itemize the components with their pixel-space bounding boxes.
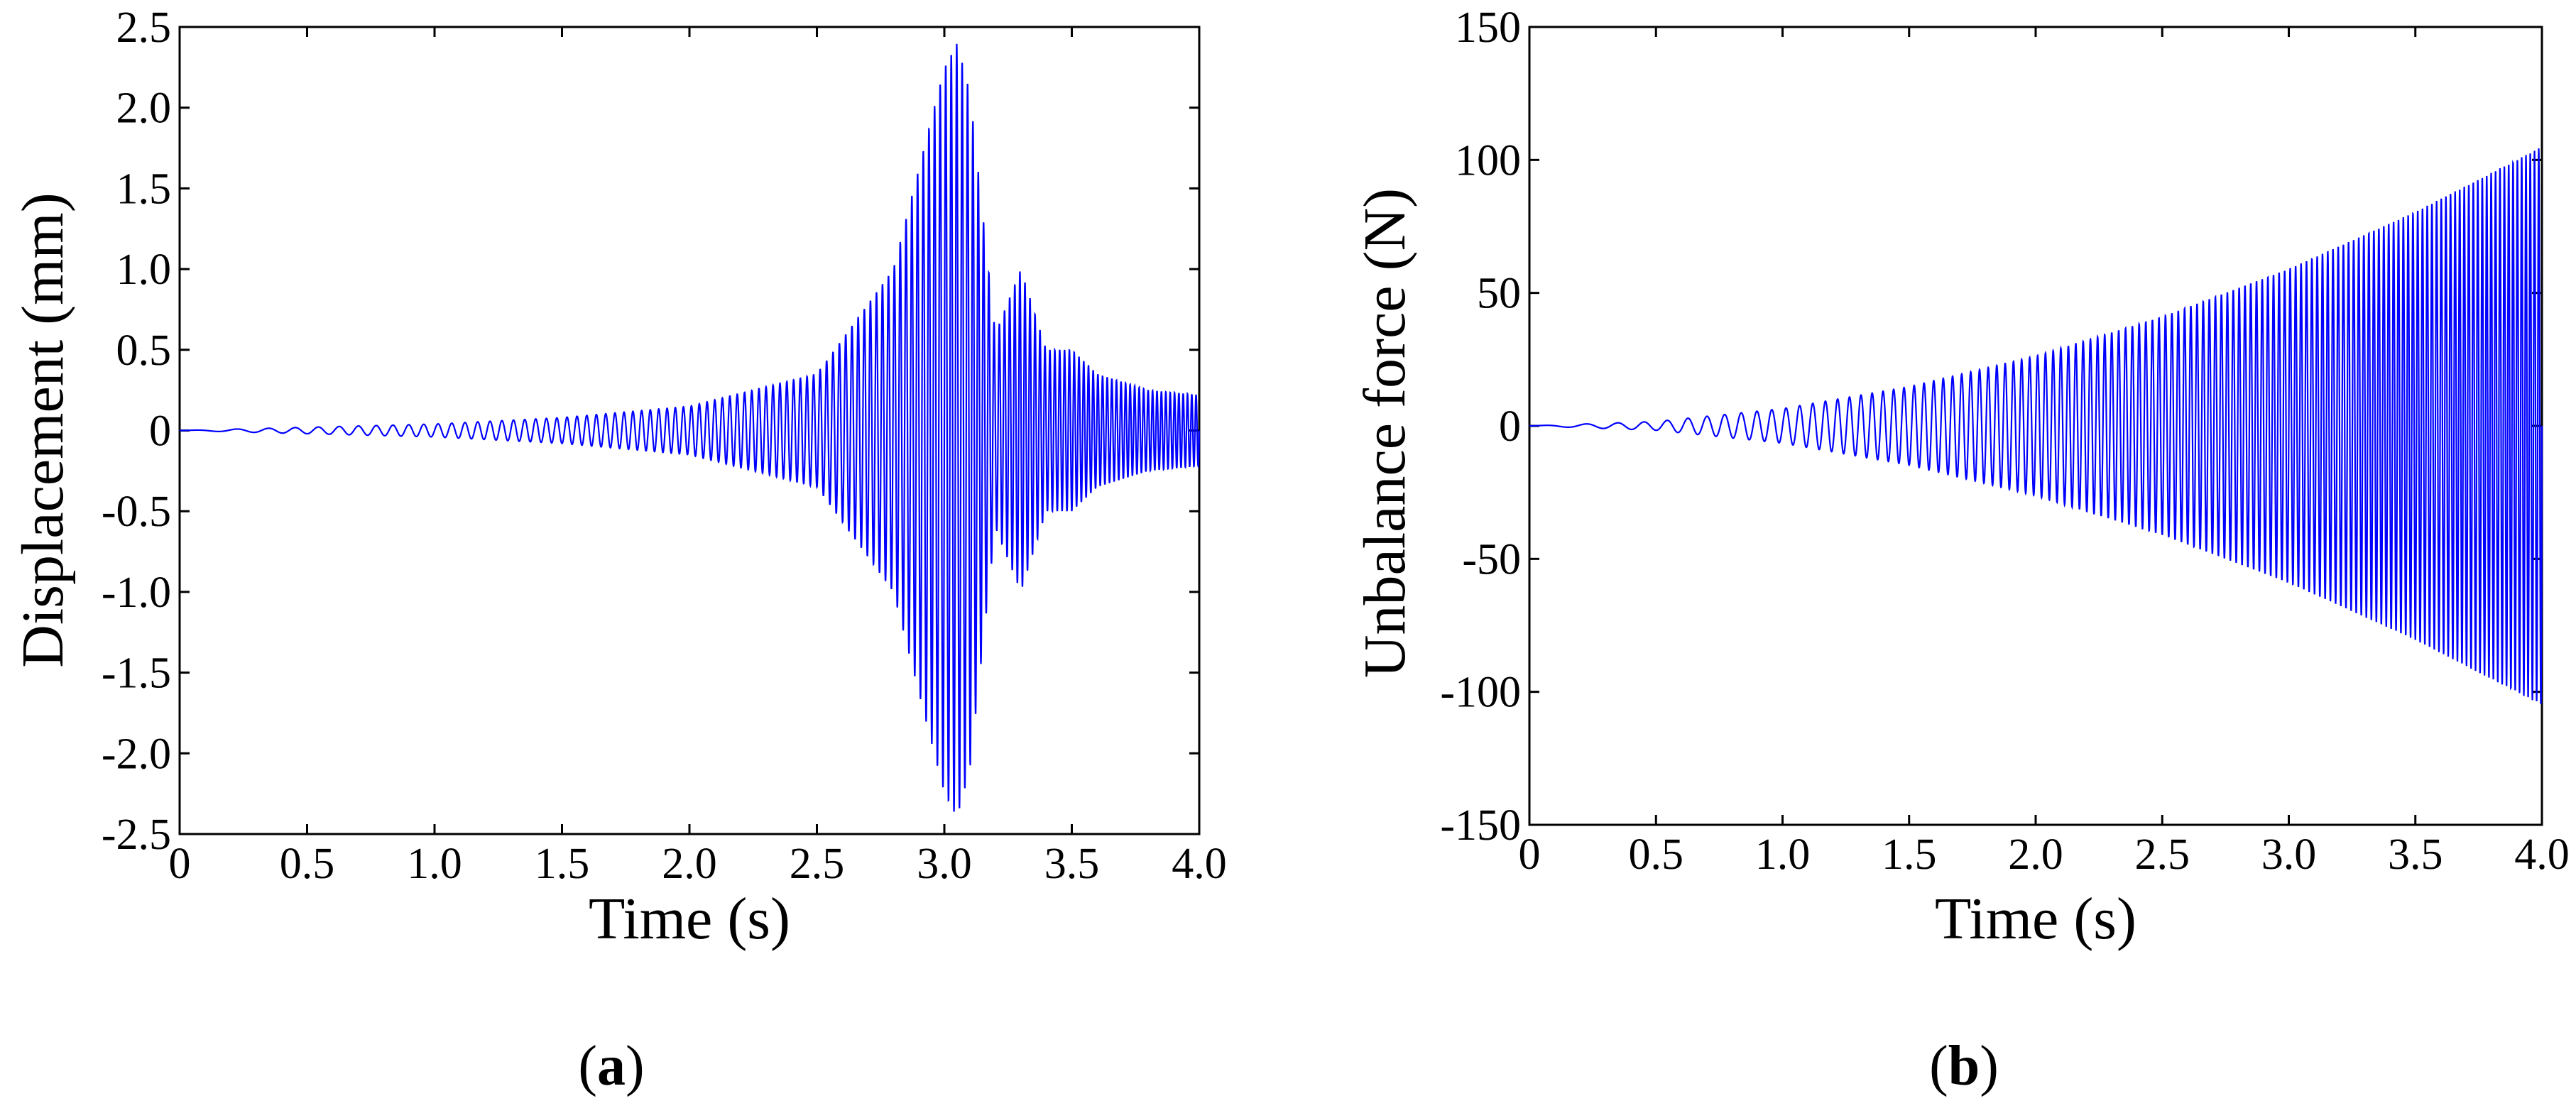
- x-tick-label-b: 3.0: [2261, 830, 2317, 879]
- x-tick-label-b: 3.5: [2388, 830, 2443, 879]
- x-tick-label-b: 1.0: [1755, 830, 1811, 879]
- y-tick-label-b: -100: [1440, 669, 1521, 717]
- x-tick-label-a: 4.0: [1172, 840, 1227, 888]
- y-axis-title-a: Displacement (mm): [10, 192, 76, 667]
- ticks-b: 0 0.5 1.0 1.5 2.0 2.5 3.0 3.5 4.0 150 100 50 0 -50 -10…: [1440, 4, 2569, 879]
- panel-letter-b: b: [1948, 1035, 1980, 1097]
- y-tick-label-a: -0.5: [102, 488, 171, 536]
- panel-letter-a: a: [597, 1035, 626, 1097]
- y-tick-label-b: 0: [1499, 402, 1521, 451]
- y-tick-label-a: 2.0: [116, 84, 172, 133]
- ticks-a: 0 0.5 1.0 1.5 2.0 2.5 3.0 3.5 4.0 2.5 2.0 1.5 1.0 0.5…: [102, 4, 1227, 888]
- y-tick-label-a: 2.5: [116, 4, 172, 52]
- displacement-signal: [180, 43, 1201, 812]
- x-tick-label-a: 2.0: [662, 840, 717, 888]
- x-tick-label-a: 3.5: [1044, 840, 1100, 888]
- panel-label-a: (a): [578, 1035, 644, 1097]
- x-axis-title-a: Time (s): [589, 886, 790, 952]
- panel-b: 0 0.5 1.0 1.5 2.0 2.5 3.0 3.5 4.0 150 100 50 0 -50 -10…: [1352, 4, 2570, 1097]
- x-tick-label-a: 1.5: [535, 840, 590, 888]
- x-tick-label-b: 0: [1519, 830, 1541, 879]
- x-tick-label-a: 0.5: [280, 840, 335, 888]
- y-tick-label-b: 50: [1477, 270, 1521, 318]
- y-tick-label-a: -2.0: [102, 730, 171, 778]
- x-tick-label-a: 2.5: [790, 840, 845, 888]
- unbalance-force-signal: [1529, 148, 2543, 704]
- x-tick-label-a: 0: [169, 840, 191, 888]
- y-tick-label-a: 0: [149, 407, 171, 456]
- y-tick-label-a: 1.0: [116, 246, 172, 294]
- y-tick-label-a: 0.5: [116, 327, 172, 375]
- panel-label-b: (b): [1929, 1035, 1999, 1097]
- x-tick-label-b: 0.5: [1629, 830, 1684, 879]
- x-tick-label-b: 4.0: [2514, 830, 2570, 879]
- y-tick-label-a: -2.5: [102, 811, 171, 859]
- y-tick-label-b: -150: [1440, 801, 1521, 850]
- x-tick-label-b: 2.5: [2135, 830, 2190, 879]
- x-axis-title-b: Time (s): [1935, 886, 2136, 952]
- x-tick-label-b: 2.0: [2008, 830, 2063, 879]
- y-tick-label-a: -1.5: [102, 649, 171, 698]
- x-tick-label-b: 1.5: [1882, 830, 1937, 879]
- panel-a: 0 0.5 1.0 1.5 2.0 2.5 3.0 3.5 4.0 2.5 2.0 1.5 1.0 0.5…: [10, 4, 1227, 1097]
- y-tick-label-b: -50: [1462, 535, 1521, 583]
- x-tick-label-a: 3.0: [917, 840, 972, 888]
- x-tick-label-a: 1.0: [407, 840, 462, 888]
- y-tick-label-a: -1.0: [102, 569, 171, 617]
- y-tick-label-b: 150: [1455, 4, 1521, 52]
- y-tick-label-b: 100: [1455, 136, 1521, 185]
- y-axis-title-b: Unbalance force (N): [1352, 188, 1418, 678]
- y-tick-label-a: 1.5: [116, 165, 172, 213]
